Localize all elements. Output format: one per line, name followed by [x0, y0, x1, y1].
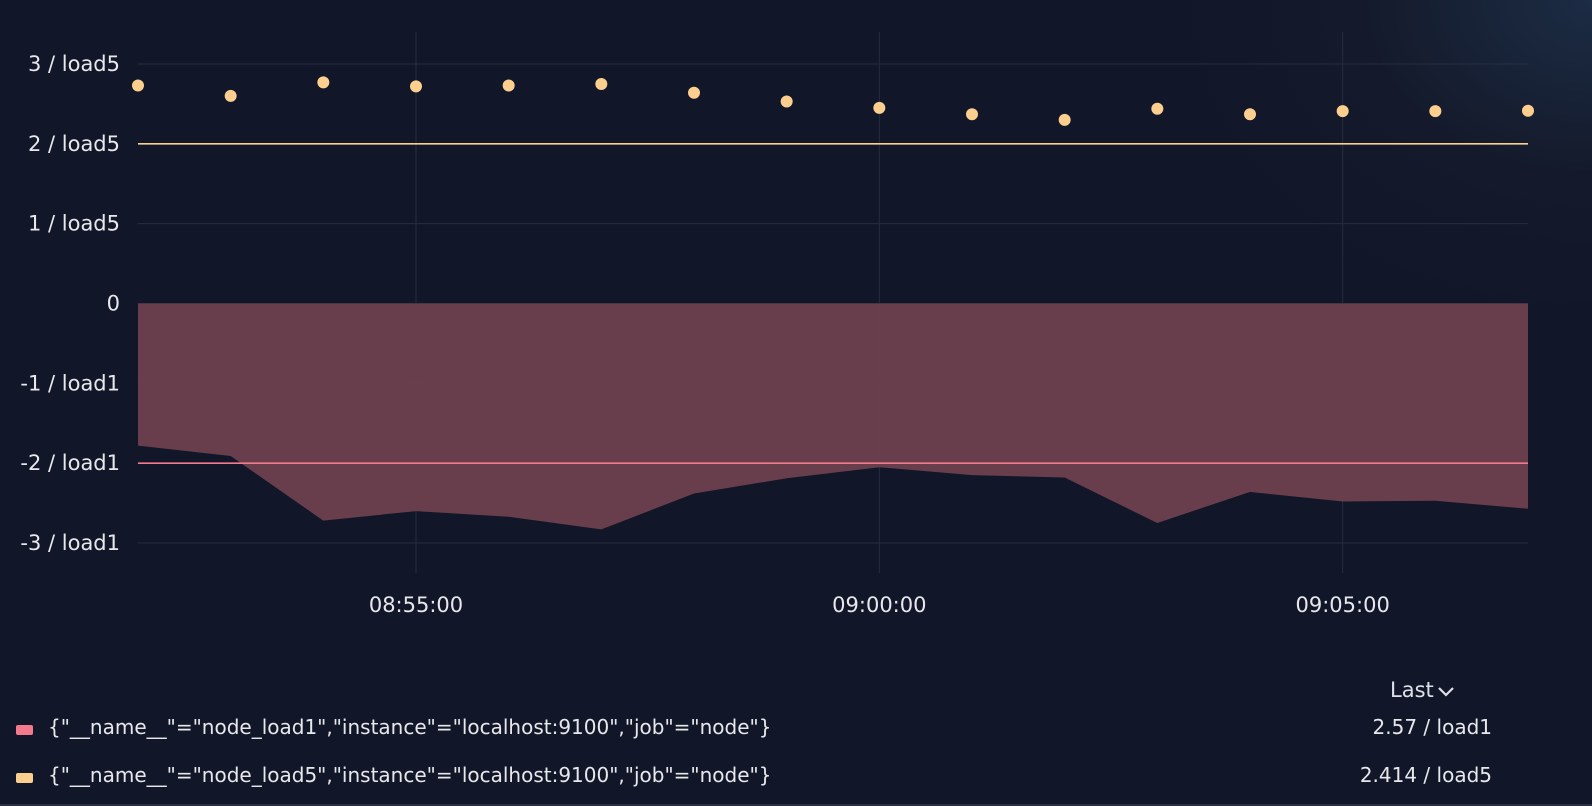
legend-sort-header[interactable]: Last [1390, 678, 1455, 702]
load5-point [780, 95, 793, 108]
load5-points-layer [132, 76, 1534, 126]
legend-sort-label: Last [1390, 678, 1434, 702]
x-tick-label: 09:00:00 [832, 593, 926, 617]
load5-point [317, 76, 330, 89]
time-series-chart: 3 / load5 2 / load5 1 / load5 0 -1 / load1 -2… [20, 32, 1534, 617]
legend-row-load5[interactable]: {"__name__"="node_load5","instance"="loc… [0, 763, 1592, 793]
y-tick-label: 2 / load5 [28, 132, 120, 156]
load1-area [138, 303, 1528, 530]
y-tick-label: 1 / load5 [28, 212, 120, 236]
legend-series-name: {"__name__"="node_load1","instance"="loc… [48, 715, 772, 739]
load5-point [1151, 102, 1164, 115]
chevron-down-icon [1437, 678, 1455, 702]
panel-bottom-border [0, 804, 1592, 806]
y-tick-label: 3 / load5 [28, 52, 120, 76]
legend-series-value: 2.57 / load1 [1372, 715, 1492, 739]
y-axis-ticks: 3 / load5 2 / load5 1 / load5 0 -1 / load1 -2… [20, 52, 120, 555]
x-tick-label: 09:05:00 [1296, 593, 1390, 617]
legend-series-name: {"__name__"="node_load5","instance"="loc… [48, 763, 772, 787]
load5-point [502, 79, 515, 92]
x-tick-label: 08:55:00 [369, 593, 463, 617]
load1-area-layer [138, 303, 1528, 530]
legend-series-value: 2.414 / load5 [1359, 763, 1492, 787]
y-tick-label: -1 / load1 [20, 371, 120, 395]
legend-row-load1[interactable]: {"__name__"="node_load1","instance"="loc… [0, 715, 1592, 745]
load5-point [595, 77, 608, 90]
y-tick-label: -2 / load1 [20, 451, 120, 475]
load5-point [1244, 108, 1256, 121]
load5-point [873, 101, 886, 114]
load5-point [132, 79, 144, 92]
load5-point [410, 80, 422, 93]
legend-swatch-load5 [16, 773, 33, 783]
load5-point [1522, 104, 1534, 117]
load5-point [688, 86, 700, 99]
legend-swatch-load1 [16, 725, 33, 735]
load5-point [1336, 105, 1349, 118]
y-tick-label: -3 / load1 [20, 531, 120, 555]
y-tick-label: 0 [107, 292, 120, 316]
threshold-layer [138, 143, 1528, 464]
x-axis-ticks: 08:55:00 09:00:00 09:05:00 [369, 593, 1390, 617]
load5-point [1429, 105, 1442, 118]
load5-point [1058, 113, 1071, 126]
load5-point [224, 89, 237, 102]
load5-point [966, 108, 978, 121]
